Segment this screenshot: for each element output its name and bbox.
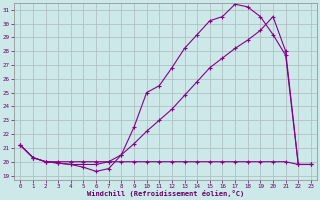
X-axis label: Windchill (Refroidissement éolien,°C): Windchill (Refroidissement éolien,°C) [87, 190, 244, 197]
